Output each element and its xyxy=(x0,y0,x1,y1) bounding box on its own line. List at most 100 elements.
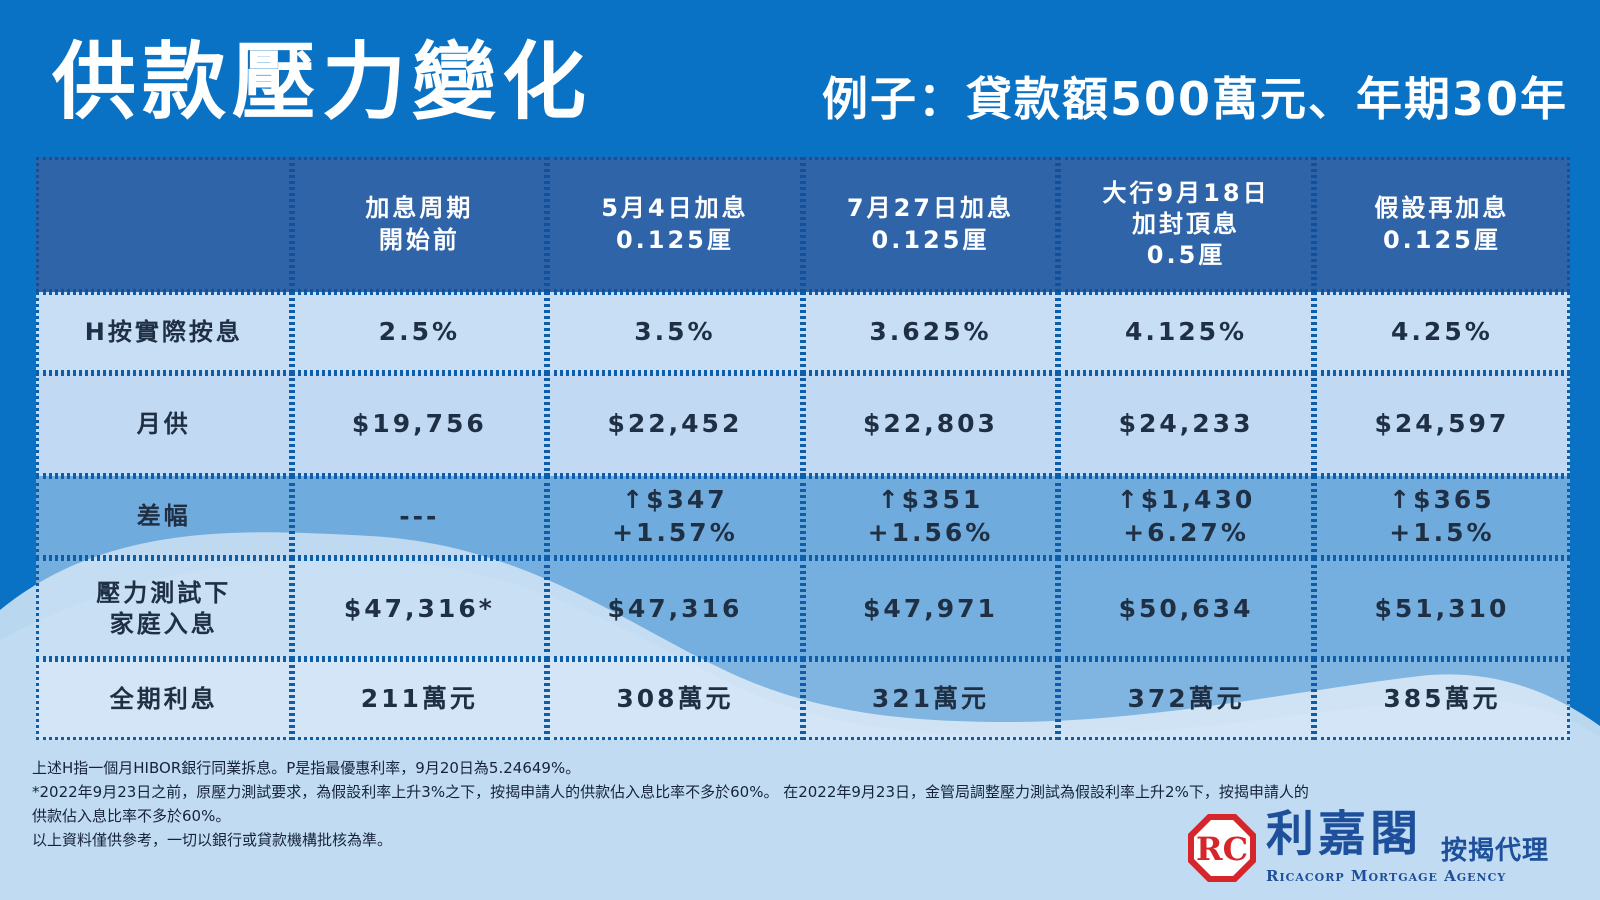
footnote-line: 上述H指一個月HIBOR銀行同業拆息。P是指最優惠利率，9月20日為5.2464… xyxy=(32,759,581,777)
row-label: 全期利息 xyxy=(36,659,292,740)
table-cell: $51,310 xyxy=(1313,558,1570,660)
cell-value: $51,310 xyxy=(1374,593,1510,623)
cell-value: 4.25% xyxy=(1391,317,1493,347)
cell-value: ↑$347 xyxy=(622,485,728,515)
table-cell: $47,971 xyxy=(802,558,1059,660)
cell-value: ↑$1,430 xyxy=(1116,485,1256,515)
cell-value: ↑$365 xyxy=(1389,485,1495,515)
table-cell: $24,233 xyxy=(1058,372,1314,476)
cell-value: 308萬元 xyxy=(616,684,734,714)
cell-value: 3.5% xyxy=(634,317,716,347)
table-cell: ↑$1,430 +6.27% xyxy=(1058,475,1314,559)
cell-value: $22,803 xyxy=(863,408,998,438)
cell-value: $24,233 xyxy=(1118,408,1254,438)
footnote-line: 供款佔入息比率不多於60%。 xyxy=(32,807,231,825)
cell-value: $19,756 xyxy=(351,408,487,438)
footnote-line: 以上資料僅供參考，一切以銀行或貸款機構批核為準。 xyxy=(32,831,393,849)
column-header-line: 0.5厘 xyxy=(1146,241,1226,270)
column-header-line: 大行9月18日 xyxy=(1102,178,1270,207)
brand-logo: RC 利嘉閣 按揭代理 Ricacorp Mortgage Agency xyxy=(1186,806,1571,890)
table-cell: ↑$365 +1.5% xyxy=(1313,475,1570,559)
page-subtitle: 例子：貸款額500萬元、年期30年 xyxy=(821,72,1568,126)
cell-value: +1.57% xyxy=(612,517,738,547)
row-label-line: 月供 xyxy=(136,409,191,438)
logo-letters: RC xyxy=(1196,830,1248,868)
column-header: 假設再加息 0.125厘 xyxy=(1313,157,1570,292)
cell-value: +1.5% xyxy=(1389,517,1495,547)
column-header-line: 5月4日加息 xyxy=(601,194,749,223)
page-title: 供款壓力變化 xyxy=(52,33,593,131)
table-row: 壓力測試下 家庭入息 $47,316* $47,316 $47,971 $50,634 $5… xyxy=(36,558,1570,660)
brand-name-en: Ricacorp Mortgage Agency xyxy=(1266,867,1507,885)
row-label: 壓力測試下 家庭入息 xyxy=(36,558,292,660)
table-cell: ↑$347 +1.57% xyxy=(547,475,803,559)
row-label-line: H按實際按息 xyxy=(84,317,243,346)
cell-value: $47,971 xyxy=(863,593,998,623)
cell-value: $22,452 xyxy=(607,408,743,438)
row-label-line: 家庭入息 xyxy=(109,609,218,638)
cell-value: +6.27% xyxy=(1123,517,1249,547)
column-header: 5月4日加息 0.125厘 xyxy=(547,157,803,292)
table-cell: $47,316* xyxy=(291,558,548,660)
table-cell: $19,756 xyxy=(291,372,548,476)
table-cell: 3.625% xyxy=(802,292,1059,373)
column-header-line: 0.125厘 xyxy=(1382,225,1501,254)
cell-value: $24,597 xyxy=(1374,408,1510,438)
cell-value: ↑$351 xyxy=(877,485,984,515)
cell-value: 3.625% xyxy=(869,317,992,347)
cell-value: 211萬元 xyxy=(360,684,478,714)
table-cell: 4.125% xyxy=(1058,292,1314,373)
column-header-line: 開始前 xyxy=(378,225,460,254)
column-header-line: 加息周期 xyxy=(365,194,474,223)
footnotes: 上述H指一個月HIBOR銀行同業拆息。P是指最優惠利率，9月20日為5.2464… xyxy=(32,756,1562,852)
table-cell: $24,597 xyxy=(1313,372,1570,476)
comparison-table: 加息周期 開始前 5月4日加息 0.125厘 7月27日加息 0.125厘 大行9月18日加… xyxy=(36,157,1570,740)
column-header: 加息周期 開始前 xyxy=(291,157,548,292)
cell-value: 372萬元 xyxy=(1127,684,1245,714)
table-cell: --- xyxy=(291,475,548,559)
cell-value: 2.5% xyxy=(378,317,461,347)
brand-name-cn: 利嘉閣 xyxy=(1266,806,1423,862)
cell-value: --- xyxy=(399,501,440,531)
column-header: 大行9月18日 加封頂息 0.5厘 xyxy=(1058,157,1314,292)
table-cell: $22,803 xyxy=(802,372,1059,476)
table-cell: 2.5% xyxy=(291,292,548,373)
footnote-line: *2022年9月23日之前，原壓力測試要求，為假設利率上升3%之下，按揭申請人的… xyxy=(32,783,1309,801)
cell-value: $47,316* xyxy=(343,593,495,623)
ricacorp-logo-icon: RC xyxy=(1188,814,1256,882)
table-cell: $50,634 xyxy=(1058,558,1314,660)
table-cell: 308萬元 xyxy=(547,659,803,740)
cell-value: 385萬元 xyxy=(1383,684,1501,714)
table-cell: 211萬元 xyxy=(291,659,548,740)
table-cell: 321萬元 xyxy=(802,659,1059,740)
row-label-line: 壓力測試下 xyxy=(96,578,232,607)
table-cell: 4.25% xyxy=(1313,292,1570,373)
cell-value: $50,634 xyxy=(1118,593,1254,623)
column-header-line: 加封頂息 xyxy=(1132,209,1241,238)
row-label: 月供 xyxy=(36,372,292,476)
row-label-line: 差幅 xyxy=(136,502,191,531)
table-row: 差幅 --- ↑$347 +1.57% ↑$351 +1.56% ↑$1,430 +6.27%… xyxy=(36,475,1570,559)
table-cell: $47,316 xyxy=(547,558,803,660)
table-row: 全期利息 211萬元 308萬元 321萬元 372萬元 385萬元 xyxy=(36,659,1570,740)
table-cell: ↑$351 +1.56% xyxy=(802,475,1059,559)
column-header: 7月27日加息 0.125厘 xyxy=(802,157,1059,292)
table-cell: $22,452 xyxy=(547,372,803,476)
column-header-line: 假設再加息 xyxy=(1374,194,1510,223)
cell-value: $47,316 xyxy=(607,593,743,623)
header-corner xyxy=(36,157,292,292)
column-header-line: 7月27日加息 xyxy=(846,194,1015,223)
row-label: 差幅 xyxy=(36,475,292,559)
column-header-line: 0.125厘 xyxy=(615,225,734,254)
table-header-row: 加息周期 開始前 5月4日加息 0.125厘 7月27日加息 0.125厘 大行9月18日加… xyxy=(36,157,1570,292)
table-row: H按實際按息 2.5% 3.5% 3.625% 4.125% 4.25% xyxy=(36,292,1570,373)
cell-value: 321萬元 xyxy=(871,684,990,714)
row-label-line: 全期利息 xyxy=(109,685,218,714)
cell-value: +1.56% xyxy=(867,517,994,547)
cell-value: 4.125% xyxy=(1124,317,1248,347)
table-row: 月供 $19,756 $22,452 $22,803 $24,233 $24,597 xyxy=(36,372,1570,476)
table-cell: 372萬元 xyxy=(1058,659,1314,740)
table-cell: 3.5% xyxy=(547,292,803,373)
row-label: H按實際按息 xyxy=(36,292,292,373)
brand-suffix-cn: 按揭代理 xyxy=(1441,836,1550,866)
